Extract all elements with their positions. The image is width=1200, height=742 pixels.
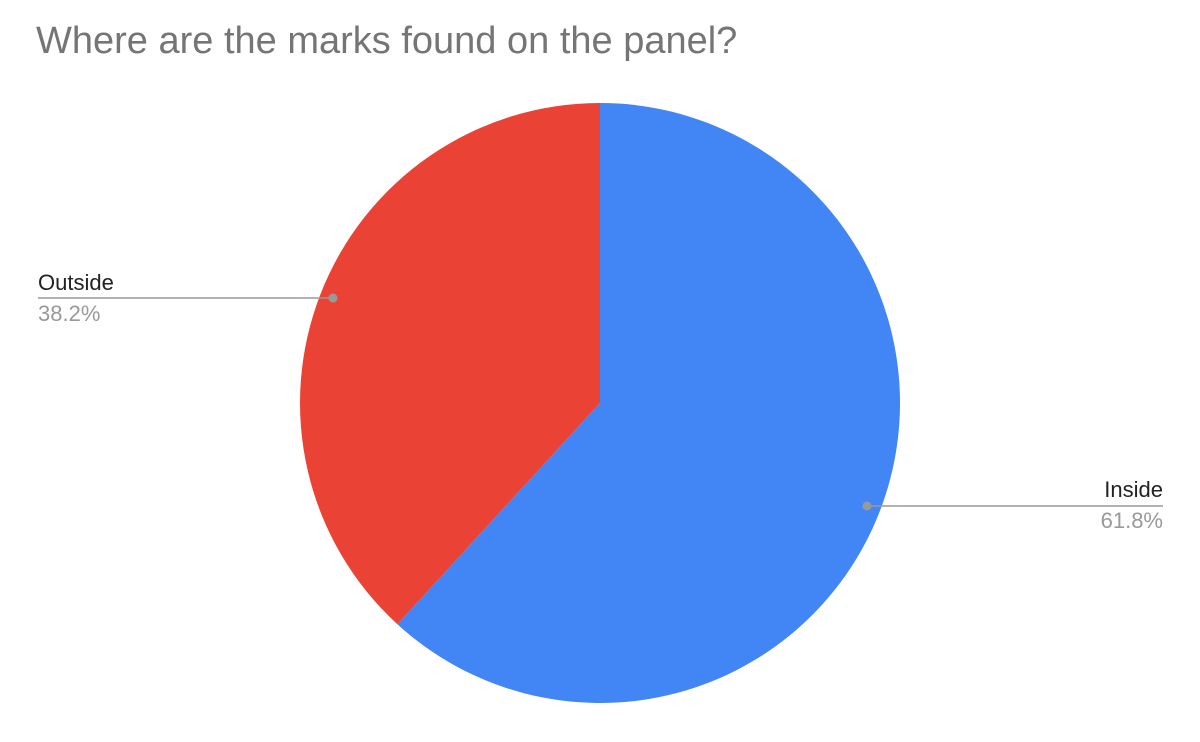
svg-text:61.8%: 61.8% [1101, 508, 1163, 533]
svg-text:Inside: Inside [1104, 477, 1163, 502]
svg-text:38.2%: 38.2% [38, 301, 100, 326]
svg-text:Outside: Outside [38, 270, 114, 295]
